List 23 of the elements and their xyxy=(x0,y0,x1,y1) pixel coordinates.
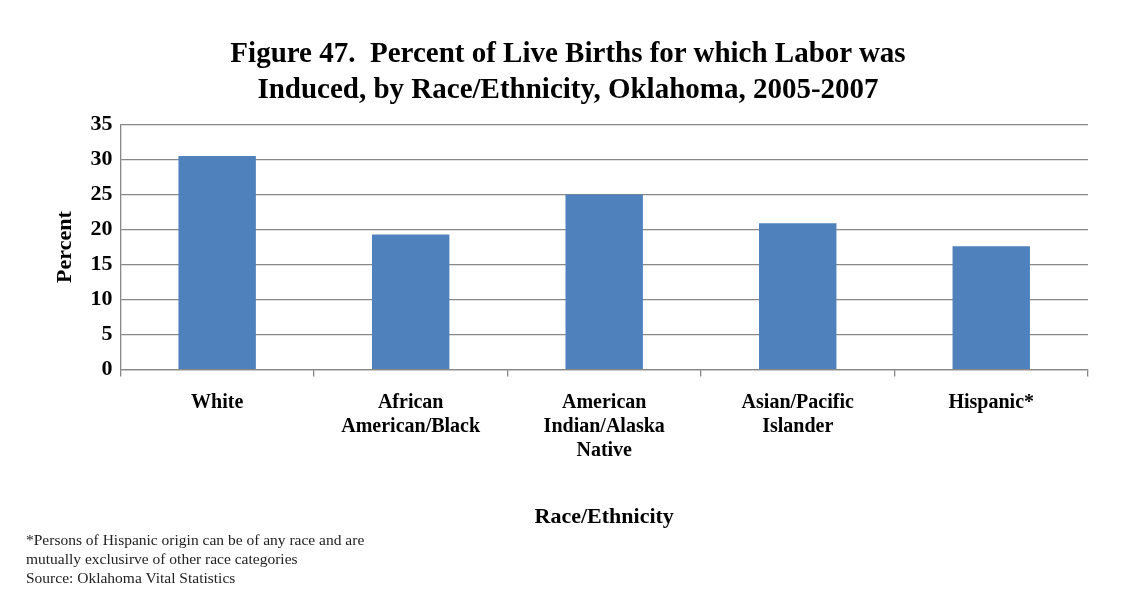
x-tick-label: White xyxy=(191,389,244,412)
text: *Persons of Hispanic origin can be of any race and are mutually exclusirve of other race categories xyxy=(26,530,366,568)
x-tick-label: Asian/Pacific Islander xyxy=(741,389,854,436)
bar xyxy=(371,234,450,369)
bar xyxy=(952,246,1030,369)
y-axis-title: Percent xyxy=(50,210,76,283)
y-tick-label: 25 xyxy=(90,180,113,206)
x-tick-label: American Indian/Alaska Native xyxy=(543,389,665,460)
y-tick-label: 5 xyxy=(101,320,113,346)
y-tick-label: 20 xyxy=(90,215,113,241)
y-tick-label: 0 xyxy=(101,355,113,381)
y-tick-label: 30 xyxy=(90,145,113,171)
x-axis-title: Race/Ethnicity xyxy=(534,503,674,529)
x-tick-label: African American/Black xyxy=(341,389,481,436)
source-note: Source: Oklahoma Vital Statistics xyxy=(26,568,237,587)
y-tick-label: 10 xyxy=(90,285,113,311)
y-tick-label: 15 xyxy=(90,250,113,276)
bar xyxy=(565,194,643,369)
bar xyxy=(759,223,837,369)
x-tick-label: Hispanic* xyxy=(948,389,1035,413)
chart-title: Figure 47. Percent of Live Births for which Labor was Induced, by Race/Ethnicity, Oklahoma, 2005-2007 xyxy=(230,35,906,104)
bar xyxy=(178,156,256,369)
y-tick-label: 35 xyxy=(90,110,113,136)
